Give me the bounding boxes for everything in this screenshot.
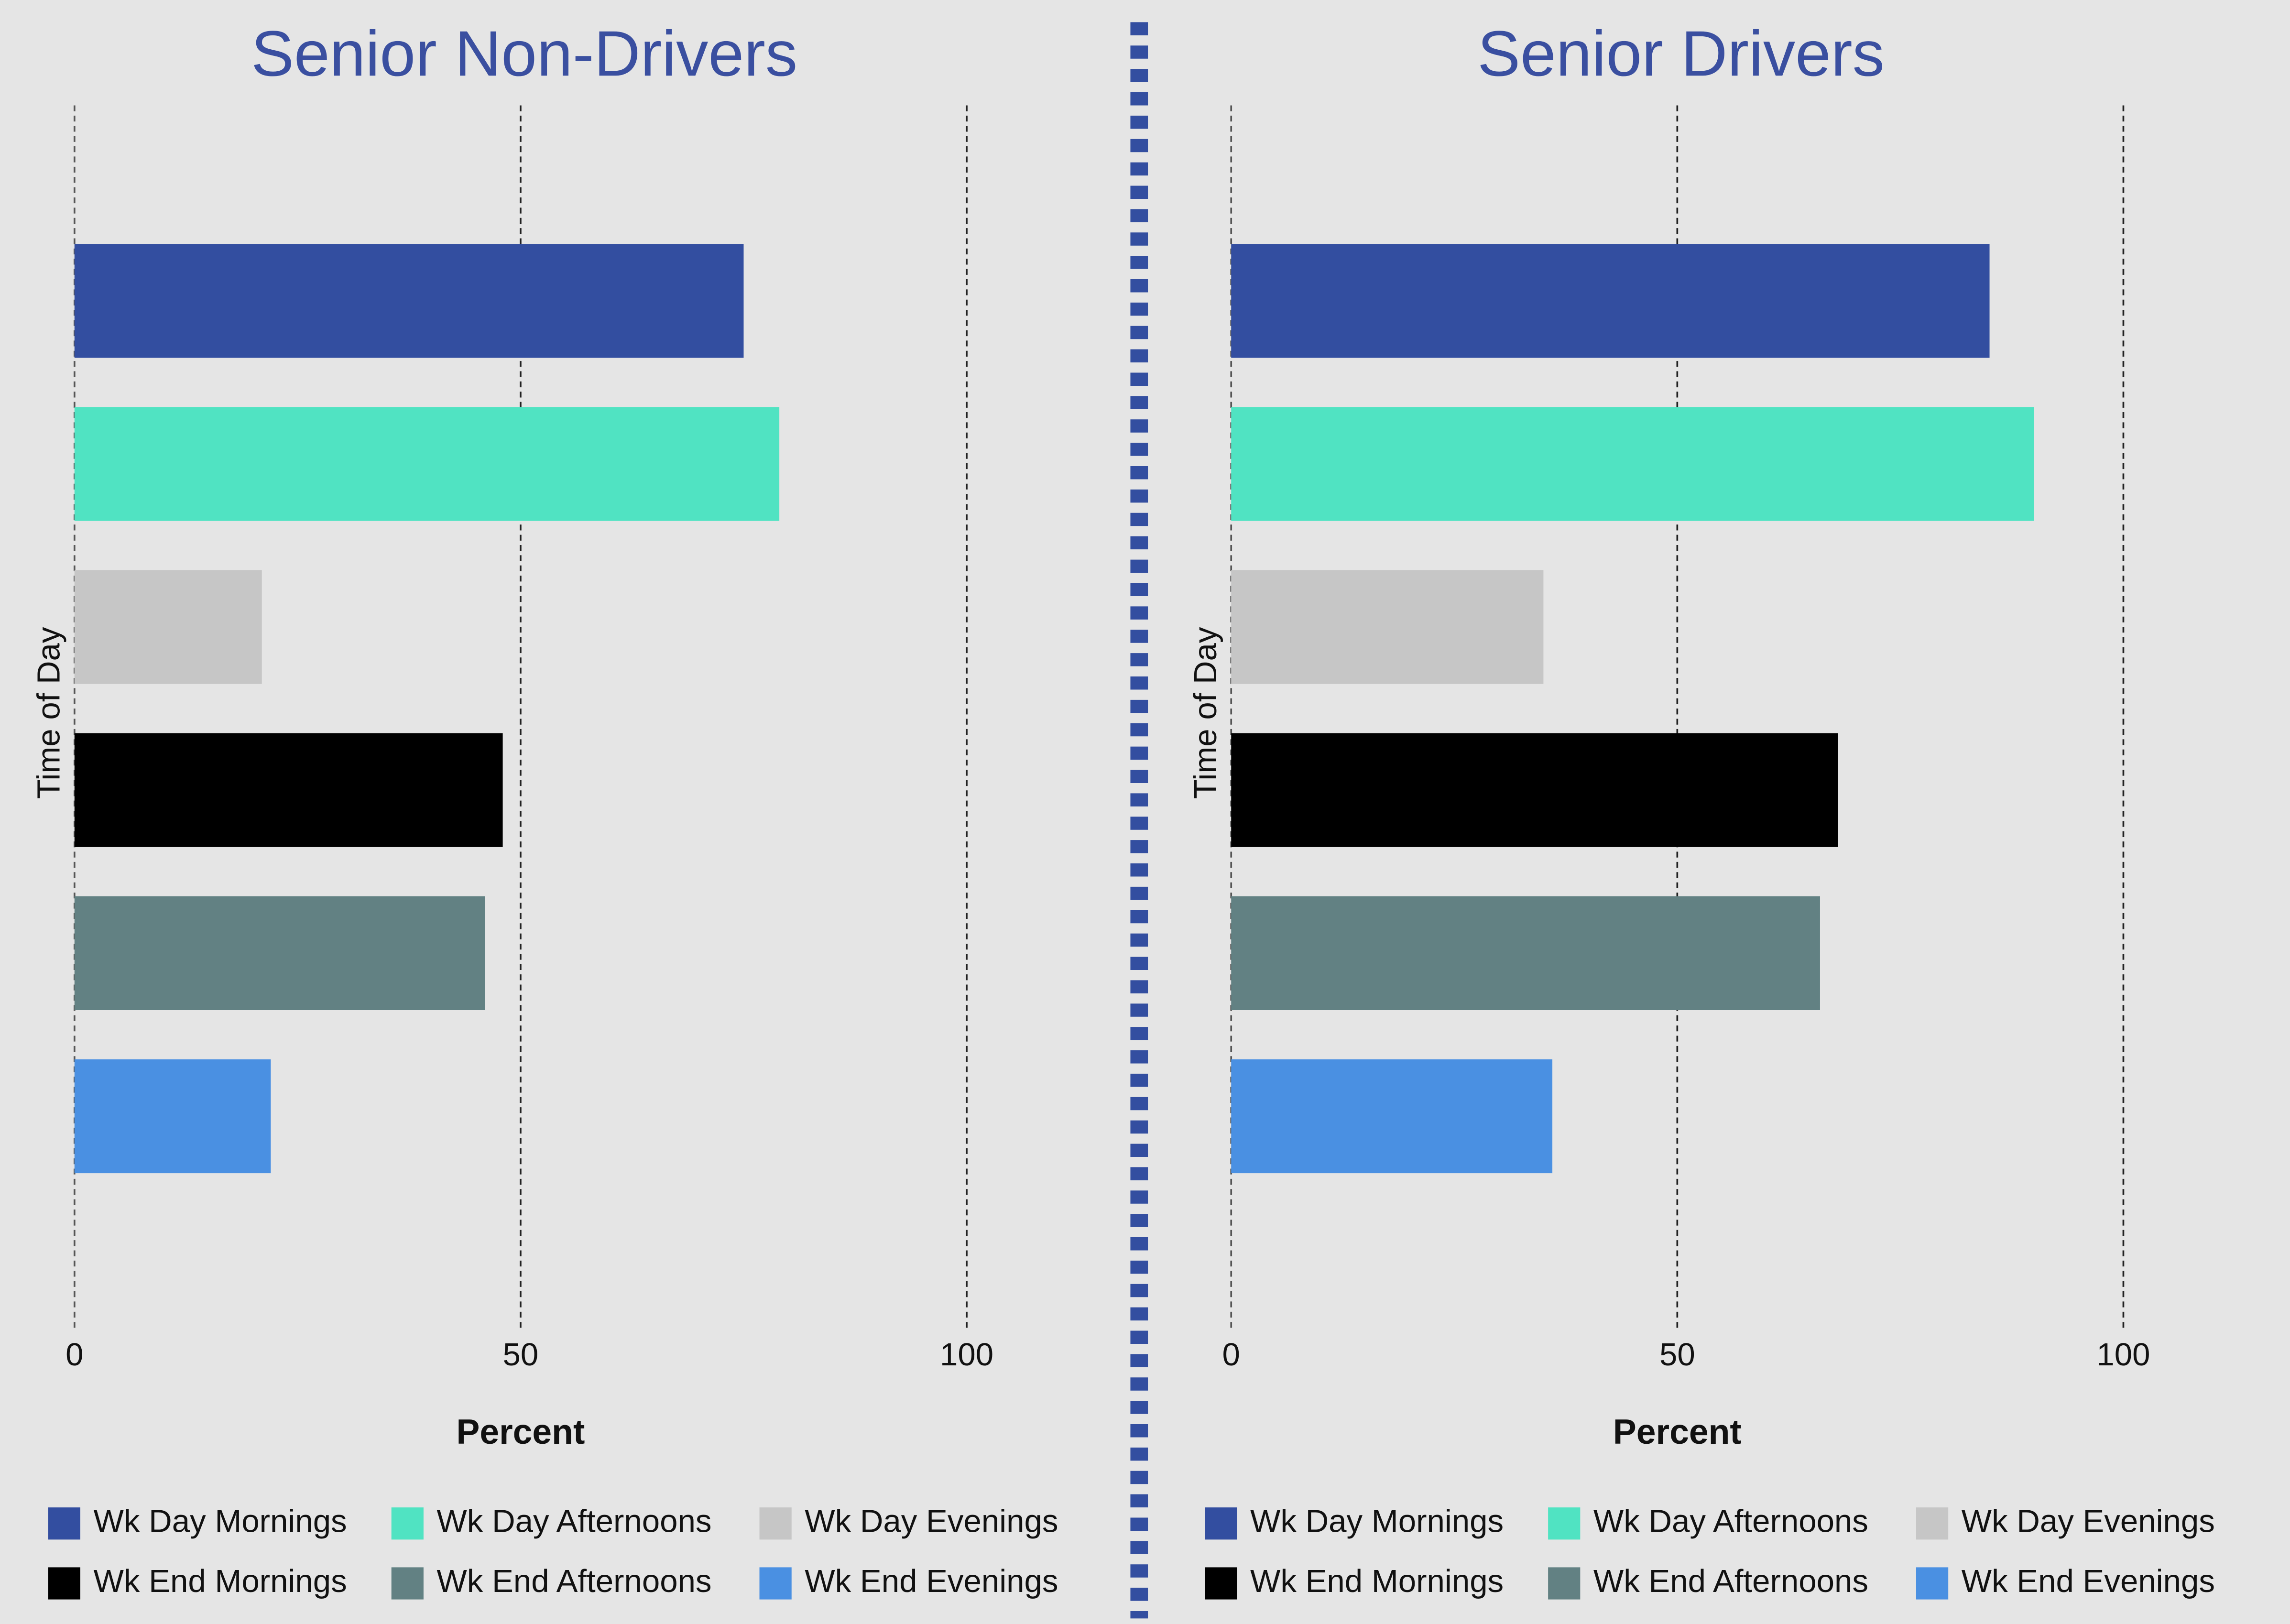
chart-title: Senior Drivers bbox=[1477, 18, 1884, 89]
x-tick-label: 0 bbox=[65, 1337, 83, 1373]
bar bbox=[74, 896, 485, 1010]
legend-label: Wk End Afternoons bbox=[436, 1563, 711, 1599]
legend-label: Wk Day Mornings bbox=[1250, 1504, 1504, 1539]
x-tick-label: 50 bbox=[1659, 1337, 1695, 1373]
bar bbox=[1231, 733, 1838, 847]
bar bbox=[1231, 896, 1820, 1010]
y-axis-label: Time of Day bbox=[31, 627, 67, 799]
legend-label: Wk Day Afternoons bbox=[436, 1504, 711, 1539]
x-tick-label: 50 bbox=[503, 1337, 539, 1373]
x-tick-label: 0 bbox=[1222, 1337, 1240, 1373]
legend-swatch bbox=[48, 1567, 81, 1600]
legend-label: Wk Day Mornings bbox=[94, 1504, 347, 1539]
legend-swatch bbox=[759, 1507, 792, 1540]
bar bbox=[1231, 570, 1544, 684]
legend-swatch bbox=[1205, 1567, 1237, 1600]
legend-label: Wk Day Afternoons bbox=[1593, 1504, 1868, 1539]
legend-swatch bbox=[1205, 1507, 1237, 1540]
legend-swatch bbox=[1548, 1507, 1581, 1540]
bar bbox=[1231, 1059, 1553, 1174]
legend-swatch bbox=[391, 1567, 424, 1600]
chart-title: Senior Non-Drivers bbox=[251, 18, 797, 89]
legend-label: Wk End Evenings bbox=[1962, 1563, 2215, 1599]
bar bbox=[74, 733, 503, 847]
bar bbox=[1231, 244, 1990, 358]
x-tick-label: 100 bbox=[2096, 1337, 2150, 1373]
x-axis-label: Percent bbox=[456, 1412, 585, 1451]
legend-label: Wk End Mornings bbox=[94, 1563, 347, 1599]
bar bbox=[74, 570, 262, 684]
legend-swatch bbox=[759, 1567, 792, 1600]
legend-label: Wk Day Evenings bbox=[805, 1504, 1058, 1539]
legend-label: Wk End Mornings bbox=[1250, 1563, 1504, 1599]
bar bbox=[74, 1059, 271, 1174]
legend-label: Wk End Afternoons bbox=[1593, 1563, 1868, 1599]
legend-label: Wk Day Evenings bbox=[1962, 1504, 2215, 1539]
legend-swatch bbox=[1916, 1507, 1949, 1540]
y-axis-label: Time of Day bbox=[1188, 627, 1223, 799]
bar bbox=[74, 407, 780, 521]
legend-swatch bbox=[48, 1507, 81, 1540]
legend-label: Wk End Evenings bbox=[805, 1563, 1058, 1599]
x-axis-label: Percent bbox=[1613, 1412, 1742, 1451]
bar bbox=[74, 244, 744, 358]
legend-swatch bbox=[1548, 1567, 1581, 1600]
legend-swatch bbox=[1916, 1567, 1949, 1600]
bar bbox=[1231, 407, 2034, 521]
legend-swatch bbox=[391, 1507, 424, 1540]
x-tick-label: 100 bbox=[940, 1337, 993, 1373]
